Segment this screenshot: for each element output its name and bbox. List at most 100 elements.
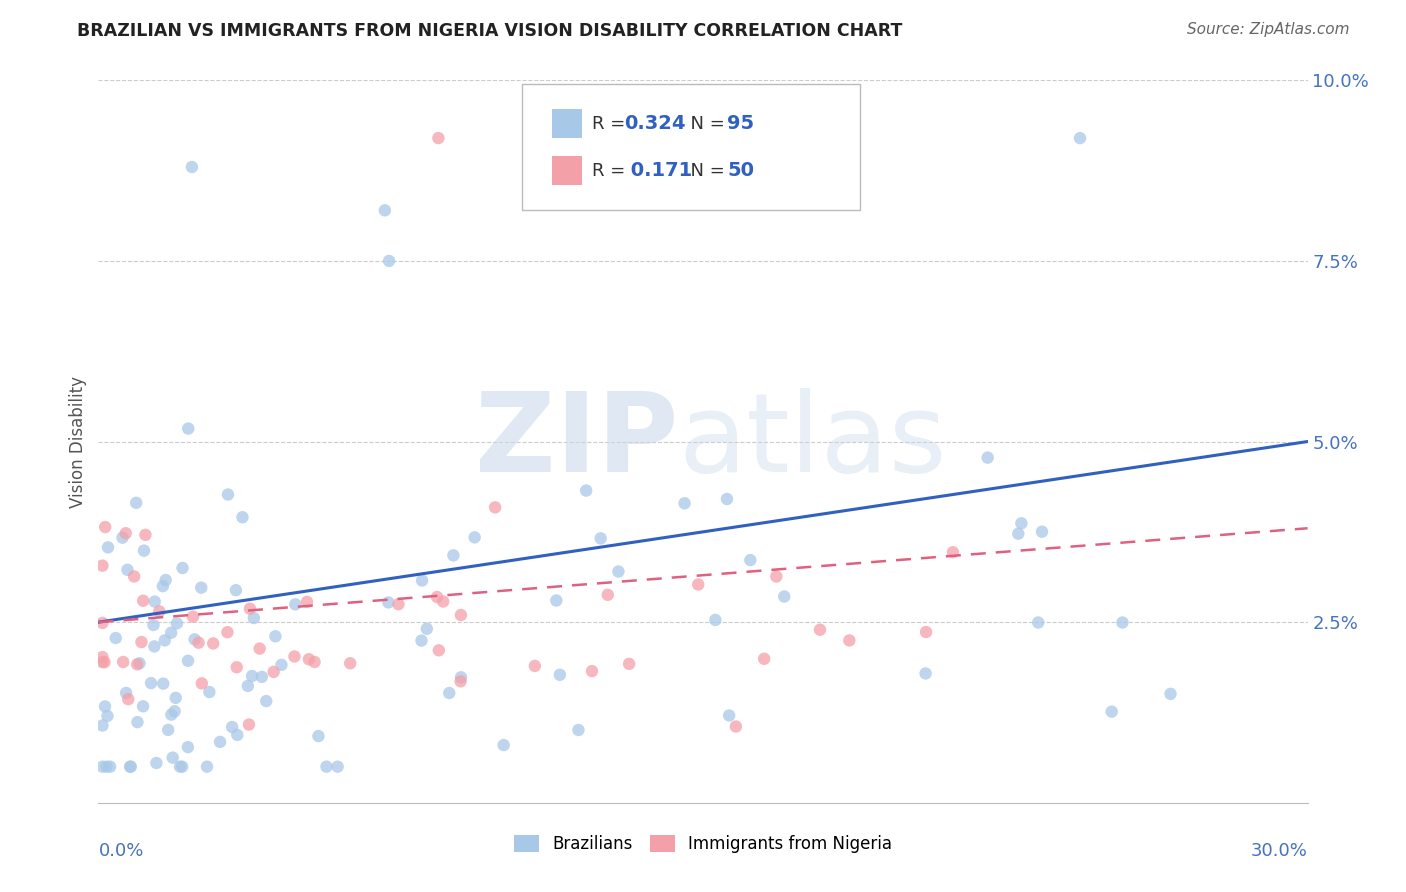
- Point: [249, 641, 271, 656]
- Point: [198, 685, 221, 699]
- Point: [91, 718, 114, 732]
- Bar: [551, 156, 582, 185]
- Point: [177, 740, 200, 755]
- Point: [125, 496, 148, 510]
- Point: [374, 203, 396, 218]
- Point: [169, 760, 191, 774]
- Legend: Brazilians, Immigrants from Nigeria: Brazilians, Immigrants from Nigeria: [508, 828, 898, 860]
- Point: [239, 601, 262, 615]
- Point: [122, 569, 145, 583]
- Point: [148, 604, 170, 618]
- Point: [127, 657, 149, 672]
- Point: [114, 526, 136, 541]
- Point: [94, 520, 117, 534]
- Point: [339, 657, 361, 671]
- Point: [450, 674, 472, 689]
- Point: [181, 609, 204, 624]
- Point: [432, 594, 454, 608]
- Point: [254, 694, 277, 708]
- Point: [225, 583, 247, 598]
- Point: [1026, 615, 1049, 630]
- Text: R =: R =: [592, 161, 631, 179]
- Point: [115, 686, 138, 700]
- Point: [243, 611, 266, 625]
- Point: [91, 760, 114, 774]
- Point: [226, 728, 249, 742]
- Point: [270, 657, 292, 672]
- Point: [617, 657, 640, 671]
- Text: N =: N =: [679, 115, 730, 133]
- Point: [718, 708, 741, 723]
- Point: [120, 760, 142, 774]
- Text: 95: 95: [727, 114, 754, 133]
- Point: [596, 588, 619, 602]
- Point: [284, 597, 307, 611]
- Point: [221, 720, 243, 734]
- Text: 50: 50: [727, 161, 754, 180]
- Point: [263, 665, 285, 679]
- Point: [283, 649, 305, 664]
- Point: [238, 717, 260, 731]
- Y-axis label: Vision Disability: Vision Disability: [69, 376, 87, 508]
- Point: [225, 660, 247, 674]
- Text: Source: ZipAtlas.com: Source: ZipAtlas.com: [1187, 22, 1350, 37]
- Point: [411, 633, 433, 648]
- Point: [96, 709, 118, 723]
- Point: [160, 707, 183, 722]
- Point: [724, 719, 747, 733]
- Point: [132, 699, 155, 714]
- Point: [942, 545, 965, 559]
- Point: [914, 666, 936, 681]
- Point: [94, 699, 117, 714]
- Point: [162, 750, 184, 764]
- FancyBboxPatch shape: [522, 84, 860, 211]
- Point: [165, 690, 187, 705]
- Text: atlas: atlas: [679, 388, 948, 495]
- Text: N =: N =: [679, 161, 730, 179]
- Text: 0.324: 0.324: [624, 114, 686, 133]
- Point: [307, 729, 329, 743]
- Point: [112, 655, 135, 669]
- Point: [217, 487, 239, 501]
- Point: [546, 593, 568, 607]
- Point: [838, 633, 860, 648]
- Point: [143, 640, 166, 654]
- Point: [1111, 615, 1133, 630]
- Point: [157, 723, 180, 737]
- Point: [754, 652, 776, 666]
- Point: [607, 565, 630, 579]
- Point: [1007, 526, 1029, 541]
- Point: [523, 659, 546, 673]
- Point: [439, 686, 461, 700]
- Point: [117, 563, 139, 577]
- Point: [492, 738, 515, 752]
- Point: [387, 597, 409, 611]
- Point: [808, 623, 831, 637]
- Point: [236, 679, 259, 693]
- Point: [152, 676, 174, 690]
- Point: [704, 613, 727, 627]
- Point: [134, 528, 156, 542]
- Point: [673, 496, 696, 510]
- Text: 0.171: 0.171: [624, 161, 693, 180]
- Point: [172, 561, 194, 575]
- Point: [976, 450, 998, 465]
- Point: [128, 657, 150, 671]
- Point: [132, 593, 155, 607]
- Point: [187, 635, 209, 649]
- Point: [166, 616, 188, 631]
- Point: [773, 590, 796, 604]
- Point: [152, 579, 174, 593]
- Point: [295, 595, 318, 609]
- Point: [131, 635, 153, 649]
- Point: [172, 760, 194, 774]
- Point: [441, 549, 464, 563]
- Point: [91, 650, 114, 665]
- Point: [96, 760, 118, 774]
- Point: [231, 510, 253, 524]
- Point: [111, 531, 134, 545]
- Point: [177, 654, 200, 668]
- Text: BRAZILIAN VS IMMIGRANTS FROM NIGERIA VISION DISABILITY CORRELATION CHART: BRAZILIAN VS IMMIGRANTS FROM NIGERIA VIS…: [77, 22, 903, 40]
- Point: [427, 131, 450, 145]
- Point: [304, 655, 326, 669]
